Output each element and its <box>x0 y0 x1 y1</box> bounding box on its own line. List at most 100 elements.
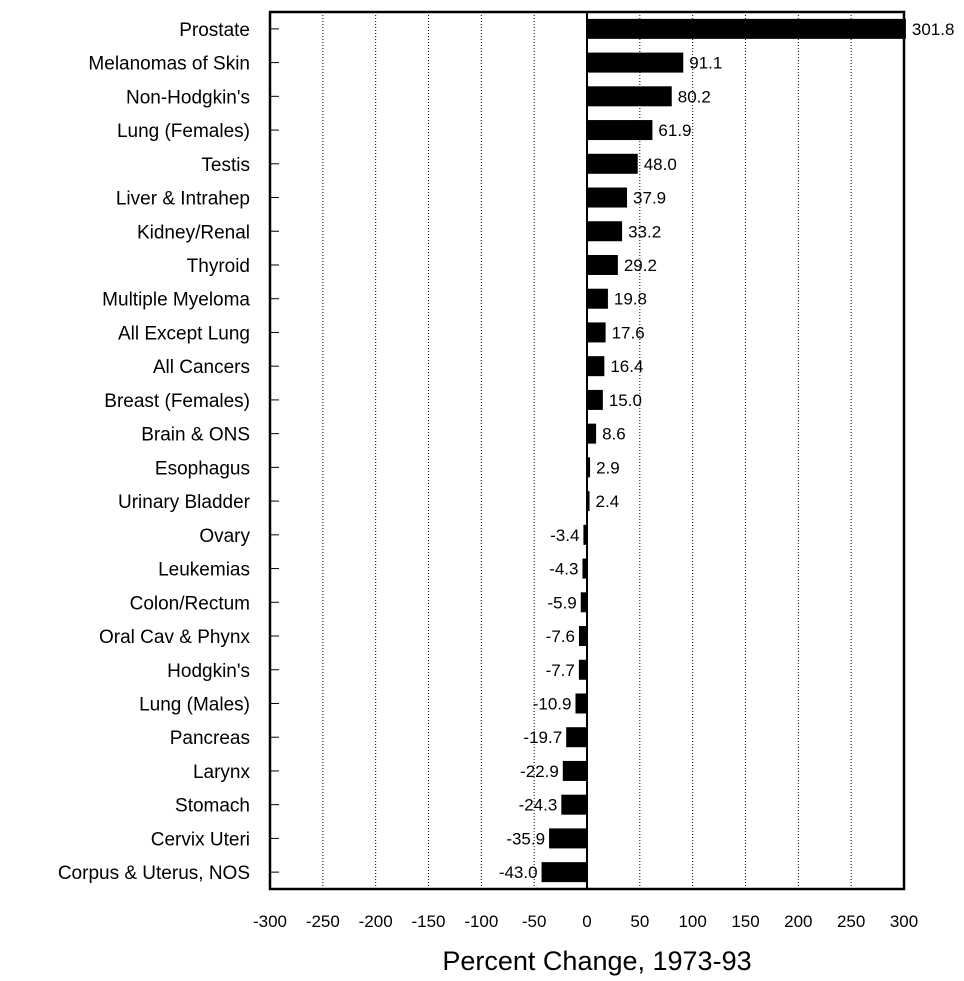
bar <box>587 389 603 410</box>
value-label: 19.8 <box>614 290 647 309</box>
x-tick-label: 0 <box>582 912 591 931</box>
x-tick-label: -300 <box>253 912 287 931</box>
value-label: -7.6 <box>546 627 575 646</box>
category-label: All Except Lung <box>118 323 250 344</box>
value-label: -5.9 <box>547 593 576 612</box>
bars-group <box>541 18 906 883</box>
value-label: 91.1 <box>689 54 722 73</box>
value-label: -43.0 <box>499 863 538 882</box>
grid-lines <box>322 12 852 889</box>
x-tick-label: -200 <box>359 912 393 931</box>
x-tick-labels: -300 -250 -200 -150 -100 -50 0 50 100 150 200 250 30… <box>253 912 918 931</box>
bar <box>587 288 608 309</box>
category-label: Non-Hodgkin's <box>126 87 250 108</box>
bar <box>587 120 653 141</box>
bar <box>587 322 606 343</box>
category-label: Kidney/Renal <box>137 222 250 243</box>
category-labels: Prostate Melanomas of Skin Non-Hodgkin's Lu… <box>58 20 251 884</box>
x-tick-label: -100 <box>464 912 498 931</box>
bar <box>587 457 591 478</box>
category-label: Ovary <box>199 526 250 547</box>
value-label: 33.2 <box>628 222 661 241</box>
category-label: All Cancers <box>153 357 250 378</box>
category-label: Corpus & Uterus, NOS <box>58 863 250 884</box>
x-tick-label: 200 <box>784 912 812 931</box>
plot-frame <box>268 10 906 891</box>
value-label: -19.7 <box>523 728 562 747</box>
value-label: 80.2 <box>678 87 711 106</box>
x-tick-label: 300 <box>890 912 918 931</box>
category-label: Breast (Females) <box>104 391 250 412</box>
value-label: 17.6 <box>612 323 645 342</box>
x-tick-label: -50 <box>522 912 547 931</box>
value-label: -3.4 <box>550 526 579 545</box>
x-tick-label: 100 <box>678 912 706 931</box>
bar <box>562 760 587 781</box>
category-label: Pancreas <box>170 728 250 749</box>
bar <box>587 18 906 39</box>
bar <box>549 828 587 849</box>
value-label: -24.3 <box>519 796 558 815</box>
x-tick-label: 250 <box>837 912 865 931</box>
bar <box>587 86 672 107</box>
category-label: Leukemias <box>158 560 250 581</box>
bar <box>578 626 587 647</box>
value-label: 16.4 <box>610 357 643 376</box>
category-label: Thyroid <box>187 256 250 277</box>
value-labels: 301.8 91.1 80.2 61.9 48.0 37.9 33.2 29.2 19.8 17.… <box>499 20 955 882</box>
x-tick-label: -250 <box>306 912 340 931</box>
bar <box>583 524 587 545</box>
x-tick-label: -150 <box>411 912 445 931</box>
value-label: -4.3 <box>549 560 578 579</box>
value-label: 61.9 <box>658 121 691 140</box>
bar <box>587 491 590 512</box>
bar <box>587 254 618 275</box>
category-label: Colon/Rectum <box>130 593 250 614</box>
bar <box>587 153 638 174</box>
x-tick-label: 150 <box>731 912 759 931</box>
bar <box>541 862 587 883</box>
category-label: Brain & ONS <box>141 425 250 446</box>
bar <box>587 423 597 444</box>
value-label: 48.0 <box>644 155 677 174</box>
x-axis-title: Percent Change, 1973-93 <box>442 946 751 976</box>
category-label: Urinary Bladder <box>118 492 251 513</box>
category-label: Larynx <box>193 762 251 783</box>
category-label: Stomach <box>175 796 250 817</box>
category-label: Melanomas of Skin <box>88 54 250 75</box>
bar <box>587 221 623 242</box>
value-label: -7.7 <box>546 661 575 680</box>
value-label: 29.2 <box>624 256 657 275</box>
value-label: -10.9 <box>533 694 572 713</box>
bar <box>578 659 587 680</box>
bar <box>580 592 587 613</box>
category-label: Cervix Uteri <box>151 829 250 850</box>
category-label: Oral Cav & Phynx <box>99 627 250 648</box>
category-label: Esophagus <box>155 458 250 479</box>
value-label: 2.4 <box>596 492 620 511</box>
category-label: Liver & Intrahep <box>116 189 250 210</box>
bar <box>566 727 587 748</box>
bar <box>587 356 605 377</box>
category-label: Testis <box>201 155 250 176</box>
value-label: 2.9 <box>596 458 620 477</box>
value-label: 37.9 <box>633 189 666 208</box>
bar <box>561 794 587 815</box>
category-label: Multiple Myeloma <box>102 290 250 311</box>
y-tick-marks <box>270 28 279 873</box>
category-label: Lung (Males) <box>139 694 250 715</box>
value-label: -22.9 <box>520 762 559 781</box>
bar <box>582 558 587 579</box>
category-label: Lung (Females) <box>117 121 250 142</box>
value-label: -35.9 <box>506 829 545 848</box>
category-label: Hodgkin's <box>167 661 250 682</box>
bar <box>587 52 684 73</box>
value-label: 15.0 <box>609 391 642 410</box>
category-label: Prostate <box>179 20 250 41</box>
value-label: 301.8 <box>912 20 955 39</box>
bar <box>575 693 587 714</box>
bar <box>587 187 628 208</box>
value-label: 8.6 <box>602 425 626 444</box>
x-tick-label: 50 <box>630 912 649 931</box>
